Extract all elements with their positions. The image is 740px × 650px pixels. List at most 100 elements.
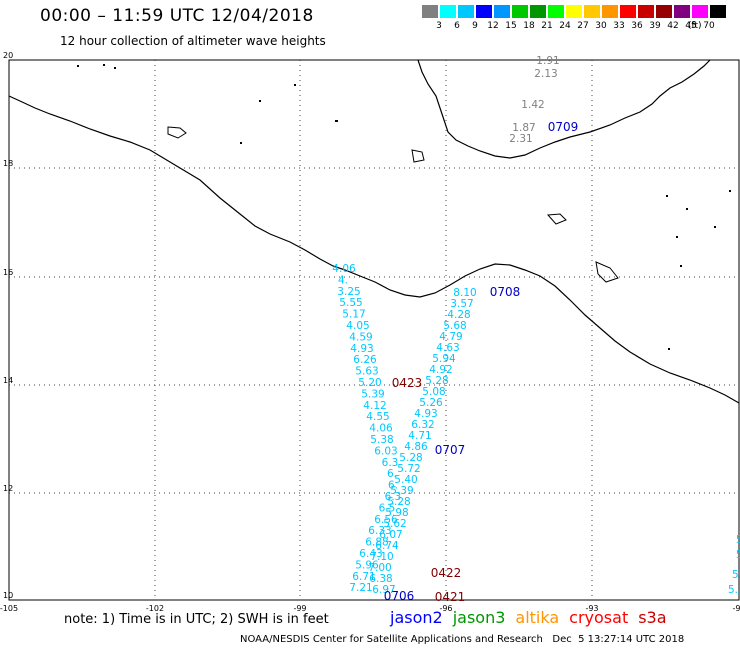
edge-track-labels: 5 5 5. 5.	[728, 534, 740, 596]
wave-height-label: 5.28	[387, 496, 410, 508]
wave-height-label: 4.92	[429, 364, 452, 376]
wave-height-label: 4.55	[366, 411, 389, 423]
wave-height-label: 6.88	[365, 537, 388, 549]
scale-label: 70	[703, 21, 715, 31]
scale-unit: (ft)	[688, 21, 702, 31]
coastline-pacific	[8, 95, 740, 404]
scale-label: 45	[685, 21, 697, 31]
scale-swatch	[602, 5, 618, 18]
wave-height-label: 6.33	[368, 525, 391, 537]
lake-1	[167, 126, 187, 139]
wave-height-label: 6.74	[375, 540, 399, 552]
wave-height-label: 5.55	[339, 297, 362, 309]
track-labels-gray: 1.912.13 1.42 1.872.31	[509, 55, 559, 145]
wave-height-label: 4.59	[349, 331, 372, 343]
wave-height-label: 5.28	[425, 375, 448, 387]
wave-height-label: 6.32	[411, 419, 434, 431]
longitude-label: -93	[585, 604, 598, 613]
scale-swatch	[656, 5, 672, 18]
latitude-label: 14	[3, 376, 13, 385]
wave-height-label: 5.26	[419, 397, 443, 409]
scale-swatch	[494, 5, 510, 18]
wave-height-label: 6.3	[382, 457, 399, 469]
longitude-label: -105	[0, 604, 18, 613]
wave-height-label: 8.10	[453, 287, 476, 299]
wave-height-label: 6.	[387, 468, 397, 480]
footnote: note: 1) Time is in UTC; 2) SWH is in fe…	[64, 612, 329, 627]
latitude-labels: 20 18 16 14 12 10	[3, 51, 13, 600]
wave-height-label: 4.86	[404, 441, 428, 453]
scale-label: 3	[436, 21, 442, 31]
legend-item: s3a	[638, 608, 667, 627]
wave-height-label: 7.21	[349, 582, 372, 594]
scale-swatch	[440, 5, 456, 18]
wave-height-label: 6.97	[372, 584, 395, 596]
wave-height-label: 4.06	[369, 423, 393, 435]
wave-height-label: 7.10	[370, 551, 393, 563]
wave-height-label: 1.87	[512, 122, 535, 134]
scale-label: 42	[667, 21, 679, 31]
scale-label: 6	[454, 21, 460, 31]
wave-height-label: 5.	[732, 569, 740, 581]
wave-height-label: 5.	[728, 584, 738, 596]
wave-height-label: 4.71	[408, 430, 431, 442]
scale-swatch	[620, 5, 636, 18]
wave-height-label: 6.	[388, 480, 398, 492]
map-frame	[8, 59, 740, 601]
lake-4	[595, 261, 619, 283]
wave-height-label: 5.28	[399, 452, 422, 464]
legend-item: jason2	[390, 608, 443, 627]
track-labels-ascending: 8.103.574.285.684.794.635.944.925.285.08…	[368, 287, 476, 596]
wave-height-label: 5.39	[390, 485, 413, 497]
wave-height-label: 5	[736, 549, 740, 561]
time-label: 0707	[435, 443, 466, 457]
wave-height-label: 3.57	[450, 298, 473, 310]
wave-height-label: 4.93	[350, 343, 373, 355]
map-subtitle: 12 hour collection of altimeter wave hei…	[60, 34, 326, 48]
scale-label: 12	[487, 21, 499, 31]
latitude-label: 20	[3, 51, 13, 60]
credit-line: NOAA/NESDIS Center for Satellite Applica…	[240, 634, 685, 645]
scale-swatch	[548, 5, 564, 18]
scale-label: 36	[631, 21, 643, 31]
wave-height-label: 5.98	[385, 507, 408, 519]
wave-height-label: 4.05	[346, 320, 369, 332]
track-labels-descending: 4.064.3.255.555.174.054.594.936.265.635.…	[332, 263, 401, 594]
latitude-label: 18	[3, 159, 13, 168]
scale-swatch	[584, 5, 600, 18]
time-label: 0709	[548, 120, 579, 134]
wave-height-label: 5.72	[397, 463, 420, 475]
wave-height-label: 4.12	[363, 400, 386, 412]
scale-swatch	[692, 5, 708, 18]
time-label: 0708	[490, 285, 521, 299]
longitude-labels: -105 -102 -99 -96 -93 -90	[0, 604, 740, 613]
scale-swatch	[458, 5, 474, 18]
time-labels: 0709 0708 0707 0706 0423 0422 0421	[384, 120, 579, 604]
wave-height-label: 5.20	[358, 377, 381, 389]
time-label: 0706	[384, 589, 415, 603]
wave-height-label: 4.28	[447, 309, 470, 321]
latitude-label: 10	[3, 591, 13, 600]
longitude-label: -99	[293, 604, 306, 613]
wave-height-label: 5.96	[355, 559, 379, 571]
wave-height-label: 6.03	[374, 445, 397, 457]
lake-3	[546, 213, 567, 225]
scale-swatch	[638, 5, 654, 18]
scale-label: 33	[613, 21, 625, 31]
wave-height-label: 4.93	[414, 408, 437, 420]
scale-swatch	[422, 5, 438, 18]
wave-height-label: 1.91	[536, 55, 559, 67]
scale-label: 21	[541, 21, 553, 31]
longitude-label: -90	[732, 604, 740, 613]
map-title: 00:00 – 11:59 UTC 12/04/2018	[40, 6, 314, 26]
scale-swatch	[530, 5, 546, 18]
time-label: 0422	[431, 566, 462, 580]
wave-height-label: 6.07	[379, 529, 402, 541]
wave-height-label: 5.39	[361, 388, 384, 400]
wave-height-label: 4.63	[436, 342, 459, 354]
coastline-gulf	[417, 59, 711, 159]
scale-label: 18	[523, 21, 535, 31]
scale-swatch	[710, 5, 726, 18]
wave-height-label: 4.	[338, 274, 348, 286]
wave-height-label: 6.38	[369, 573, 392, 585]
